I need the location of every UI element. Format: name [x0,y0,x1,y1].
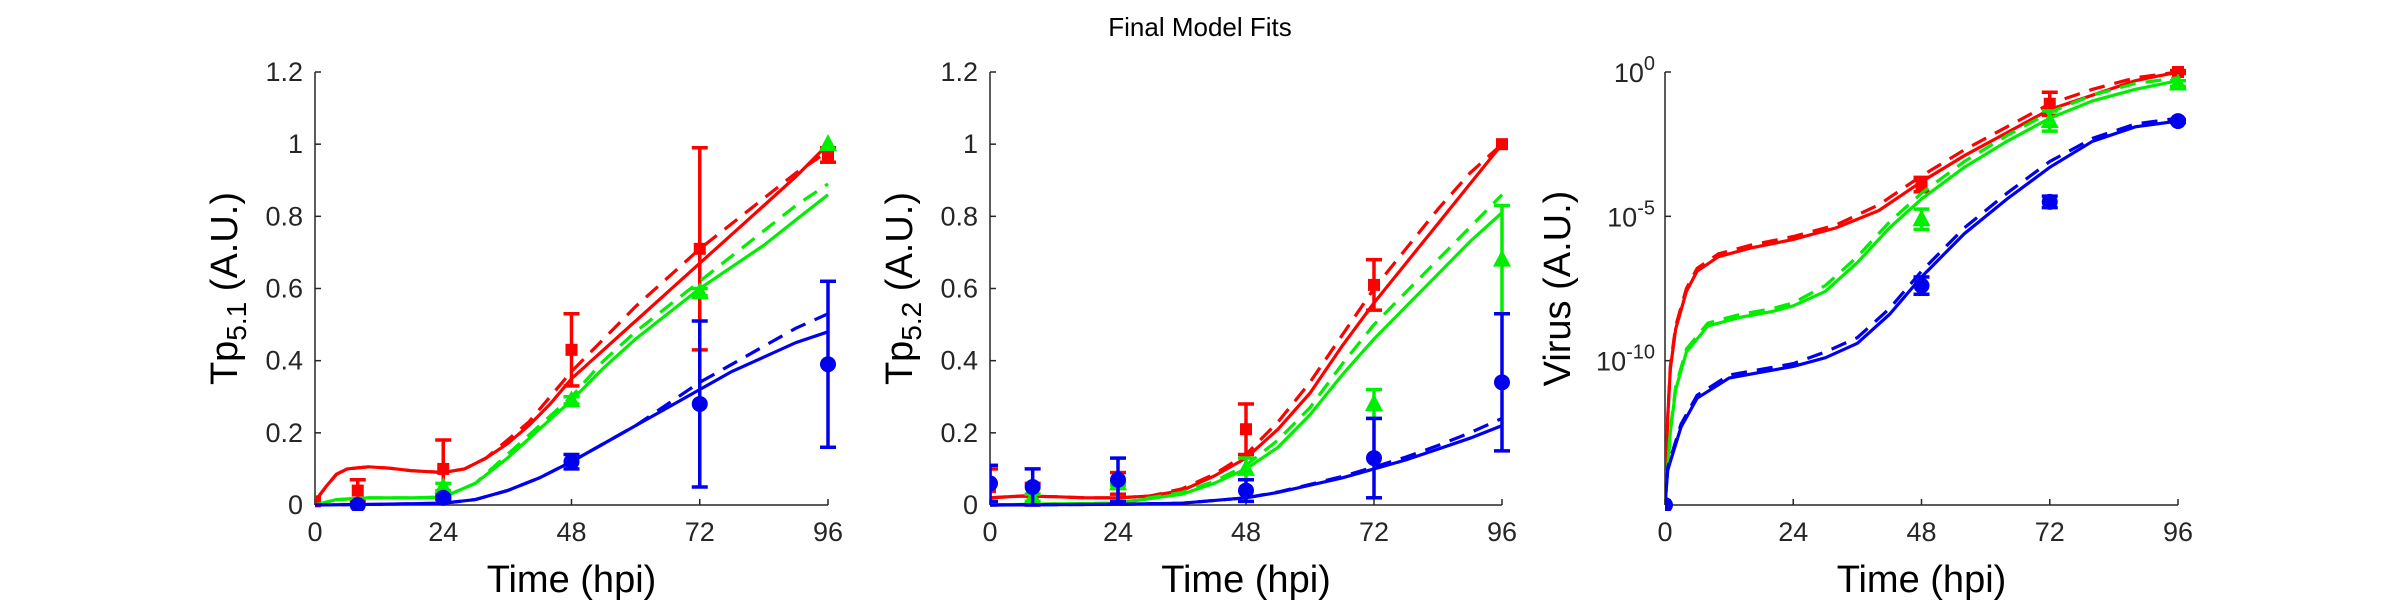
x-tick-label: 24 [1778,517,1808,547]
data-point-blue [563,453,580,470]
data-point-blue [349,497,366,511]
y-tick-label: 0.4 [940,346,978,376]
data-point-blue [1366,450,1382,467]
y-tick-label: 1.2 [265,57,303,87]
data-point-red [2172,66,2184,78]
data-point-blue [691,395,708,412]
chart-panel-1: 0 24 48 72 96 0 0.2 0.4 0.6 0.8 1 1.2 Time (hpi) Tp5.… [204,57,843,600]
x-tick-label: 96 [813,517,843,547]
x-tick-label: 72 [685,517,715,547]
data-point-red [2043,97,2056,110]
plot-area [1665,66,2187,511]
data-point-red [315,495,321,508]
data-point-green [434,476,453,494]
data-point-green [562,390,581,408]
y-tick-label: 1 [288,129,303,159]
data-point-blue [990,475,998,492]
plot-area [990,138,1511,507]
data-point-green [2169,73,2187,91]
y-axis-label: Tp5.2 (A.U.) [879,192,927,385]
data-point-red [565,343,578,356]
data-point-red [1915,178,1928,191]
series-blue-solid-line [315,330,829,507]
y-tick-label: 1 [963,129,978,159]
panels: 0 24 48 72 96 0 0.2 0.4 0.6 0.8 1 1.2 Time (hpi) Tp5.… [204,53,2193,600]
y-tick-label: 0.6 [940,274,978,304]
y-tick-label: 1.2 [940,57,978,87]
data-point-green [819,134,837,152]
series-blue-dashed-line [1665,116,2179,506]
chart-panel-2: 0 24 48 72 96 0 0.2 0.4 0.6 0.8 1 1.2 Time (hpi) Tp5.… [879,57,1517,600]
data-point-red [1368,278,1380,291]
x-axis-label: Time (hpi) [487,559,657,600]
plot-area [315,134,837,511]
series-red-solid-line [315,143,830,503]
data-point-blue [1665,497,1673,511]
series-red-solid-line [1665,70,2179,506]
x-tick-label: 0 [307,517,322,547]
x-tick-label: 72 [2035,517,2065,547]
x-tick-label: 48 [1231,517,1261,547]
y-tick-label: 10-5 [1607,197,1655,232]
x-tick-label: 0 [1657,517,1672,547]
y-tick-label: 0.8 [940,201,978,231]
x-tick-label: 24 [428,517,458,547]
data-point-red [437,462,450,475]
data-point-green [1912,209,1931,227]
y-tick-label: 0.4 [265,346,303,376]
figure-title: Final Model Fits [1108,12,1292,42]
data-point-green [1237,458,1255,476]
data-point-blue [1494,374,1510,391]
series-blue-solid-line [1665,119,2179,506]
y-tick-label: 0.8 [265,201,303,231]
y-tick-label: 0 [963,490,978,520]
series-red-dashed-line [1665,70,2179,506]
data-point-green [2040,111,2059,129]
data-point-red [1240,423,1252,436]
data-point-blue [1110,471,1126,488]
data-point-blue [1913,277,1930,294]
data-point-green [690,282,709,300]
data-point-blue [435,489,452,506]
x-axis-label: Time (hpi) [1837,559,2007,600]
y-tick-label: 100 [1614,53,1655,88]
data-point-green [1493,249,1511,267]
x-tick-label: 48 [1906,517,1936,547]
x-tick-label: 24 [1103,517,1133,547]
data-point-red [1496,138,1508,151]
data-point-blue [2041,193,2058,210]
series-green-solid-line [1665,79,2179,506]
data-point-red [693,242,706,255]
x-tick-label: 0 [982,517,997,547]
x-tick-label: 72 [1359,517,1389,547]
y-tick-label: 10-10 [1596,342,1655,377]
series-green-solid-line [990,211,1504,507]
x-axis-label: Time (hpi) [1161,559,1331,600]
data-point-green [1365,393,1383,411]
data-point-blue [820,356,836,373]
data-point-red [822,148,834,161]
data-point-blue [2170,113,2186,130]
y-tick-label: 0.2 [265,418,303,448]
x-tick-label: 48 [556,517,586,547]
y-tick-label: 0 [288,490,303,520]
chart-panel-3: 0 24 48 72 96 10-10 10-5 100 Time (hpi) Virus (A.… [1537,53,2193,600]
x-tick-label: 96 [1487,517,1517,547]
y-axis-label: Virus (A.U.) [1537,191,1579,387]
y-tick-label: 0.2 [940,418,978,448]
data-point-blue [1238,482,1254,499]
y-tick-label: 0.6 [265,274,303,304]
x-tick-label: 96 [2163,517,2193,547]
data-point-red [351,484,364,497]
series-blue-solid-line [990,424,1503,507]
y-axis-label: Tp5.1 (A.U.) [204,192,252,385]
data-point-blue [1024,478,1041,495]
